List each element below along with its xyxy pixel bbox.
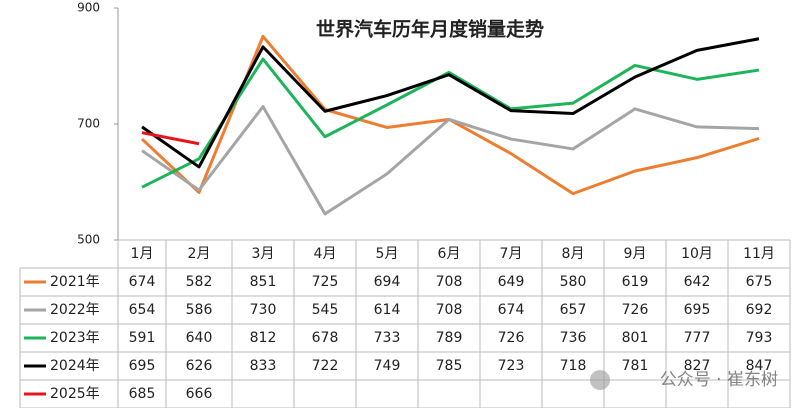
legend-label: 2021年 [50, 274, 100, 290]
table-cell: 642 [684, 274, 711, 290]
x-tick-label: 1月 [131, 246, 154, 262]
chart-title: 世界汽车历年月度销量走势 [316, 18, 544, 41]
legend-label: 2023年 [50, 330, 100, 346]
table-cell: 640 [186, 330, 213, 346]
table-cell: 851 [250, 274, 277, 290]
legend-label: 2025年 [50, 386, 100, 402]
table-cell: 781 [622, 358, 649, 374]
table-cell: 614 [374, 302, 401, 318]
table-cell: 674 [129, 274, 156, 290]
table-cell: 582 [186, 274, 213, 290]
y-tick-label: 500 [77, 233, 100, 247]
table-cell: 725 [312, 274, 339, 290]
legend-label: 2024年 [50, 358, 100, 374]
table-cell: 657 [560, 302, 587, 318]
table-cell: 666 [186, 386, 213, 402]
watermark-icon [590, 370, 610, 390]
x-tick-label: 7月 [500, 246, 523, 262]
table-cell: 654 [129, 302, 156, 318]
table-cell: 649 [498, 274, 525, 290]
table-cell: 695 [684, 302, 711, 318]
x-tick-label: 9月 [624, 246, 647, 262]
x-tick-label: 4月 [314, 246, 337, 262]
table-cell: 785 [436, 358, 463, 374]
table-cell: 586 [186, 302, 213, 318]
series-line [141, 57, 760, 189]
series-line [141, 131, 200, 146]
table-cell: 722 [312, 358, 339, 374]
x-tick-label: 5月 [376, 246, 399, 262]
table-cell: 591 [129, 330, 156, 346]
table-cell: 692 [746, 302, 773, 318]
table-cell: 580 [560, 274, 587, 290]
table-cell: 685 [129, 386, 156, 402]
table-cell: 675 [746, 274, 773, 290]
table-cell: 708 [436, 302, 463, 318]
x-tick-label: 6月 [438, 246, 461, 262]
table-cell: 777 [684, 330, 711, 346]
series-line [141, 105, 760, 216]
table-cell: 694 [374, 274, 401, 290]
table-cell: 847 [746, 358, 773, 374]
x-tick-label: 3月 [252, 246, 275, 262]
table-cell: 545 [312, 302, 339, 318]
table-cell: 726 [622, 302, 649, 318]
series-line [141, 37, 760, 169]
x-tick-label: 2月 [188, 246, 211, 262]
table-cell: 801 [622, 330, 649, 346]
table-cell: 718 [560, 358, 587, 374]
table-cell: 812 [250, 330, 277, 346]
table-cell: 626 [186, 358, 213, 374]
x-tick-label: 10月 [681, 246, 713, 262]
y-tick-label: 900 [77, 1, 100, 15]
table-cell: 723 [498, 358, 525, 374]
table-cell: 619 [622, 274, 649, 290]
y-tick-label: 700 [77, 117, 100, 131]
table-cell: 827 [684, 358, 711, 374]
table-cell: 730 [250, 302, 277, 318]
table-cell: 695 [129, 358, 156, 374]
table-cell: 708 [436, 274, 463, 290]
x-tick-label: 11月 [743, 246, 775, 262]
table-cell: 678 [312, 330, 339, 346]
watermark: 公众号 · 崔东树 [660, 370, 778, 390]
table-cell: 733 [374, 330, 401, 346]
table-cell: 789 [436, 330, 463, 346]
x-tick-label: 8月 [562, 246, 585, 262]
legend-label: 2022年 [50, 302, 100, 318]
table-cell: 749 [374, 358, 401, 374]
table-cell: 674 [498, 302, 525, 318]
table-cell: 833 [250, 358, 277, 374]
table-cell: 736 [560, 330, 587, 346]
table-cell: 793 [746, 330, 773, 346]
table-cell: 726 [498, 330, 525, 346]
